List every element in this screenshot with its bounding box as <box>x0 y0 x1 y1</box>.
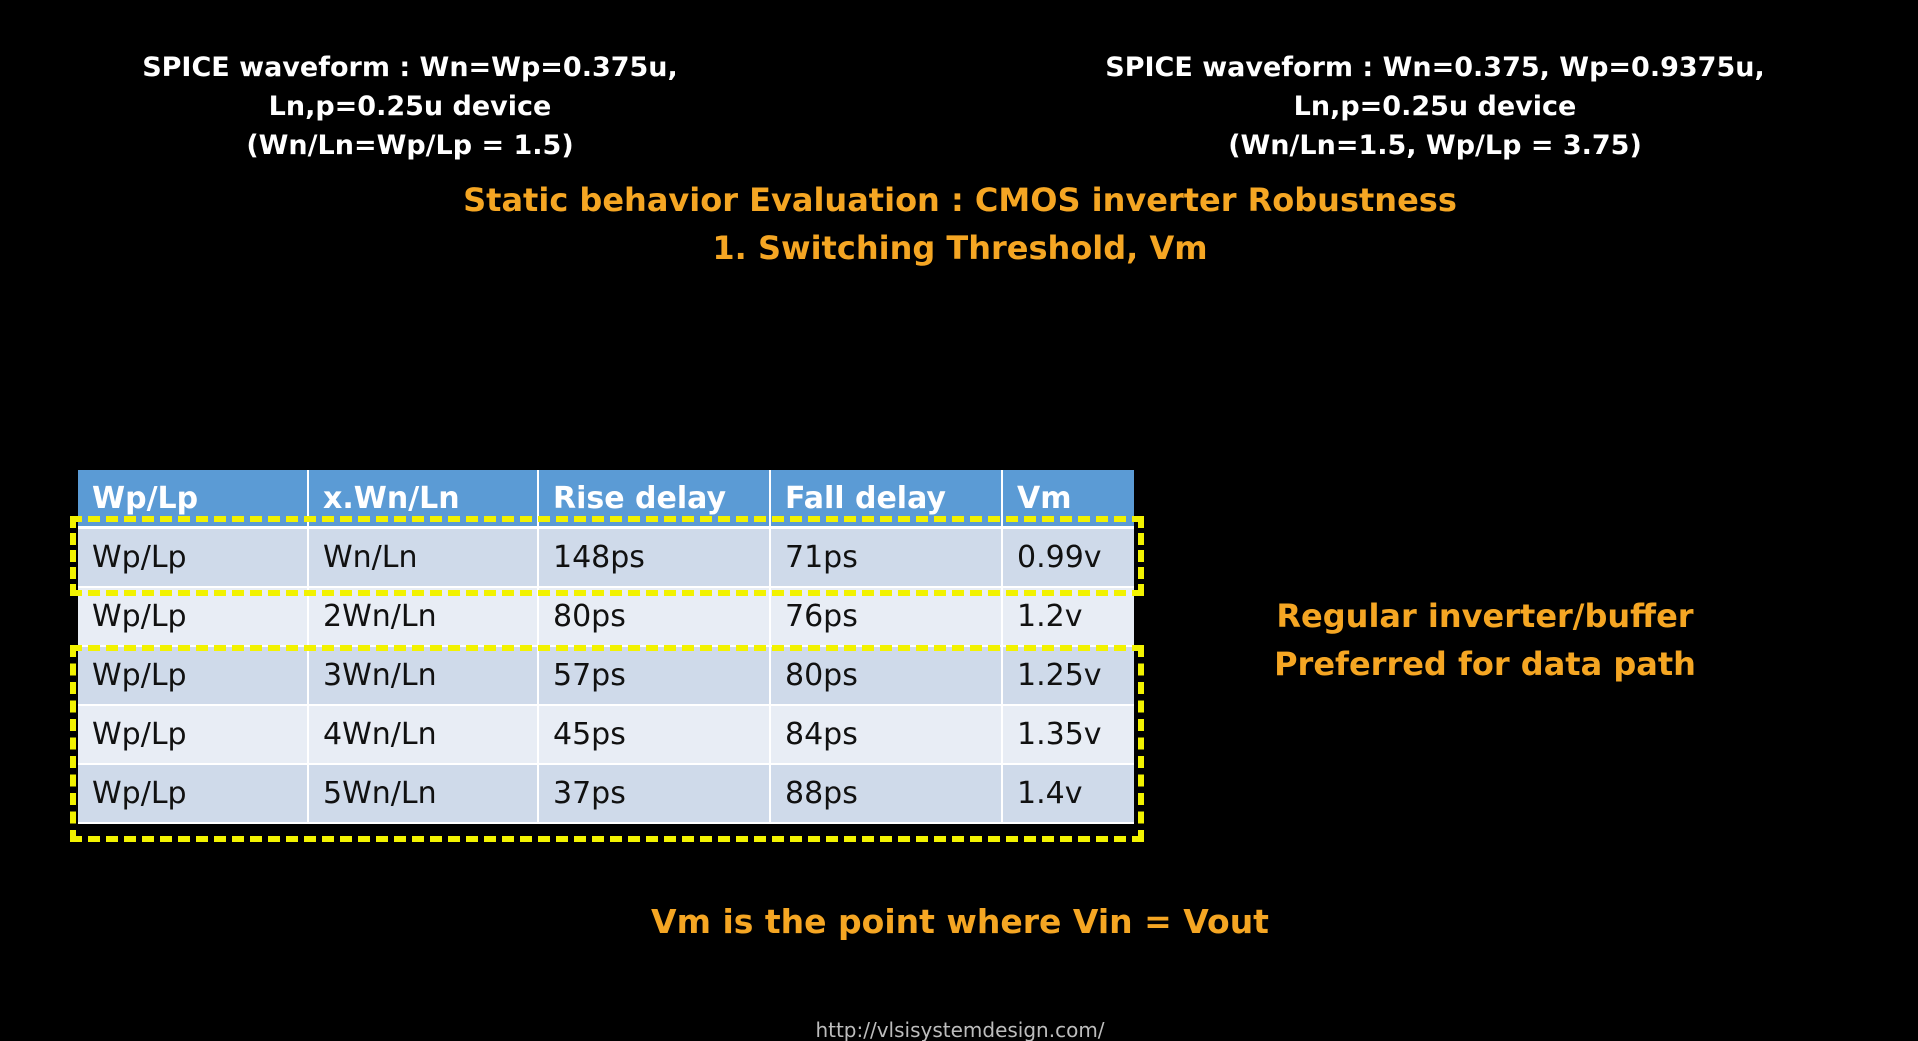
side-note-line: Regular inverter/buffer <box>1276 597 1694 635</box>
table-cell: 57ps <box>538 646 771 706</box>
table-cell: 1.35v <box>1002 705 1134 765</box>
table-header-row: Wp/Lp x.Wn/Ln Rise delay Fall delay Vm <box>78 470 1134 529</box>
table-header-cell: Vm <box>1002 470 1134 529</box>
table-header-cell: Wp/Lp <box>78 470 309 529</box>
table-cell: Wp/Lp <box>78 764 309 824</box>
table-cell: Wp/Lp <box>78 646 309 706</box>
caption-left-line: (Wn/Ln=Wp/Lp = 1.5) <box>246 130 574 161</box>
table-cell: Wp/Lp <box>78 527 309 588</box>
table-cell: 1.4v <box>1002 764 1134 824</box>
table-cell: 148ps <box>538 527 771 588</box>
table-row: Wp/Lp 5Wn/Ln 37ps 88ps 1.4v <box>78 764 1134 824</box>
results-table: Wp/Lp x.Wn/Ln Rise delay Fall delay Vm W… <box>78 470 1134 824</box>
caption-right-line: (Wn/Ln=1.5, Wp/Lp = 3.75) <box>1228 130 1642 161</box>
caption-right-line: SPICE waveform : Wn=0.375, Wp=0.9375u, <box>1105 52 1765 83</box>
table-cell: 88ps <box>770 764 1003 824</box>
caption-right-line: Ln,p=0.25u device <box>1293 91 1577 122</box>
table-row: Wp/Lp 2Wn/Ln 80ps 76ps 1.2v <box>78 587 1134 647</box>
side-note-line: Preferred for data path <box>1274 645 1696 683</box>
caption-right: SPICE waveform : Wn=0.375, Wp=0.9375u, L… <box>1090 48 1780 165</box>
table-cell: 80ps <box>770 646 1003 706</box>
table-cell: 1.25v <box>1002 646 1134 706</box>
results-table-container: Wp/Lp x.Wn/Ln Rise delay Fall delay Vm W… <box>78 470 1134 824</box>
table-cell: 37ps <box>538 764 771 824</box>
table-cell: 1.2v <box>1002 587 1134 647</box>
table-header-cell: Rise delay <box>538 470 771 529</box>
table-cell: Wp/Lp <box>78 587 309 647</box>
table-row: Wp/Lp 3Wn/Ln 57ps 80ps 1.25v <box>78 646 1134 706</box>
website-url: http://vlsisystemdesign.com/ <box>815 1018 1105 1041</box>
table-cell: 2Wn/Ln <box>308 587 539 647</box>
table-cell: Wp/Lp <box>78 705 309 765</box>
table-cell: 3Wn/Ln <box>308 646 539 706</box>
side-note: Regular inverter/buffer Preferred for da… <box>1240 592 1730 688</box>
caption-left-line: SPICE waveform : Wn=Wp=0.375u, <box>142 52 678 83</box>
table-cell: 71ps <box>770 527 1003 588</box>
table-cell: 45ps <box>538 705 771 765</box>
table-header-cell: x.Wn/Ln <box>308 470 539 529</box>
table-cell: 0.99v <box>1002 527 1134 588</box>
table-cell: 5Wn/Ln <box>308 764 539 824</box>
vm-definition: Vm is the point where Vin = Vout <box>651 902 1269 941</box>
table-row: Wp/Lp Wn/Ln 148ps 71ps 0.99v <box>78 527 1134 588</box>
caption-left: SPICE waveform : Wn=Wp=0.375u, Ln,p=0.25… <box>110 48 710 165</box>
table-cell: 4Wn/Ln <box>308 705 539 765</box>
slide-title-line: Static behavior Evaluation : CMOS invert… <box>463 181 1457 219</box>
table-row: Wp/Lp 4Wn/Ln 45ps 84ps 1.35v <box>78 705 1134 765</box>
slide-subtitle-line: 1. Switching Threshold, Vm <box>712 229 1208 267</box>
caption-left-line: Ln,p=0.25u device <box>268 91 552 122</box>
table-cell: Wn/Ln <box>308 527 539 588</box>
table-cell: 84ps <box>770 705 1003 765</box>
table-cell: 76ps <box>770 587 1003 647</box>
table-cell: 80ps <box>538 587 771 647</box>
slide-title: Static behavior Evaluation : CMOS invert… <box>300 176 1620 272</box>
table-header-cell: Fall delay <box>770 470 1003 529</box>
